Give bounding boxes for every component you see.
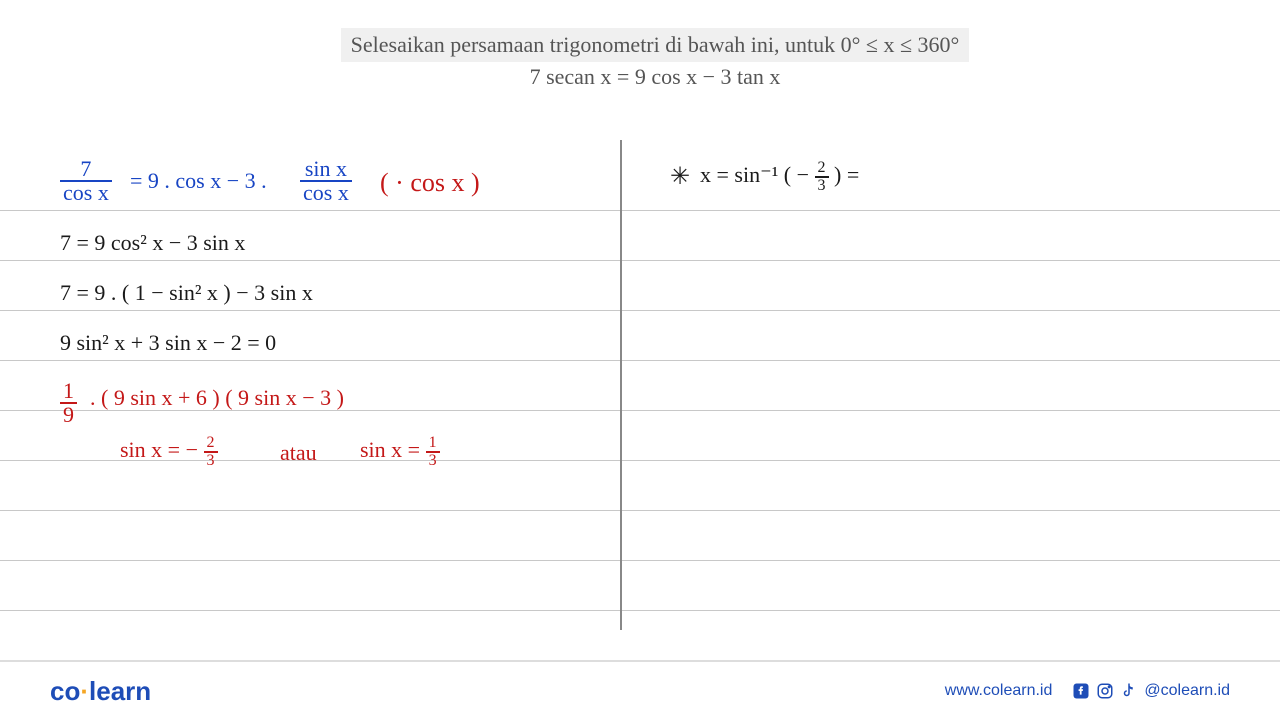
question-box: Selesaikan persamaan trigonometri di baw… [190,28,1120,90]
step1-lhs-frac: 7 cos x [60,158,112,204]
footer-url: www.colearn.id [945,682,1053,700]
step6-b: sin x = 1 3 [360,435,440,469]
ruled-line [0,210,1280,211]
vertical-divider [620,140,622,630]
social-icons: @colearn.id [1072,682,1230,700]
worksheet-area: 7 cos x = 9 . cos x − 3 . sin x cos x ( … [0,140,1280,630]
step1-mid: = 9 . cos x − 3 . [130,168,267,194]
ruled-line [0,510,1280,511]
right-star: ✳ [670,162,690,191]
step2: 7 = 9 cos² x − 3 sin x [60,230,245,256]
ruled-line [0,310,1280,311]
step5-main: . ( 9 sin x + 6 ) ( 9 sin x − 3 ) [90,385,344,411]
step1-rhs-frac: sin x cos x [300,158,352,204]
logo-dot: · [80,676,89,706]
step4: 9 sin² x + 3 sin x − 2 = 0 [60,330,276,356]
facebook-icon [1072,682,1090,700]
footer-handle: @colearn.id [1144,682,1230,700]
step5-frac: 1 9 [60,380,77,426]
step1-annot: ( · cos x ) [380,168,480,198]
question-line2: 7 secan x = 9 cos x − 3 tan x [190,64,1120,90]
instagram-icon [1096,682,1114,700]
step6-a: sin x = − 2 3 [120,435,218,469]
ruled-line [0,360,1280,361]
right-eq: x = sin⁻¹ ( − 2 3 ) = [700,160,859,194]
step6-mid: atau [280,440,317,466]
step3: 7 = 9 . ( 1 − sin² x ) − 3 sin x [60,280,313,306]
footer: co·learn www.colearn.id @colearn.id [0,660,1280,720]
logo: co·learn [50,676,151,707]
footer-right: www.colearn.id @colearn.id [945,682,1230,700]
ruled-line [0,560,1280,561]
question-line1: Selesaikan persamaan trigonometri di baw… [341,28,970,62]
ruled-line [0,610,1280,611]
ruled-line [0,260,1280,261]
tiktok-icon [1120,682,1138,700]
